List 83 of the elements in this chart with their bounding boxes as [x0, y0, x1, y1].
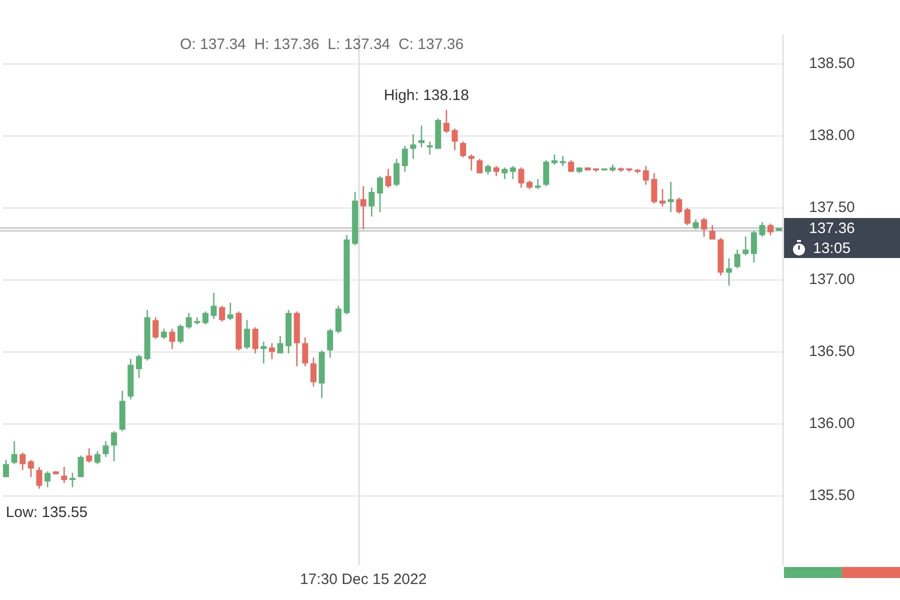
- candlestick: [651, 172, 658, 204]
- candlestick: [385, 168, 392, 188]
- y-tick-label: 138.50: [809, 54, 855, 72]
- candlestick: [502, 166, 508, 180]
- y-tick-label: 137.50: [809, 198, 855, 216]
- ref-line-label: 137.36: [809, 220, 855, 238]
- y-tick-label: 136.50: [809, 342, 855, 360]
- candlestick: [742, 236, 749, 256]
- candlestick: [376, 175, 383, 213]
- candlestick: [750, 230, 757, 264]
- candlestick: [468, 154, 474, 172]
- candlestick: [327, 328, 334, 358]
- candlestick: [360, 186, 366, 230]
- candlestick: [268, 342, 275, 360]
- candlestick: [418, 125, 424, 148]
- candlestick: [709, 224, 716, 240]
- candlestick: [701, 217, 708, 238]
- candlestick: [726, 258, 732, 286]
- candlestick: [78, 454, 84, 478]
- candlestick: [111, 430, 118, 462]
- candlestick: [534, 178, 541, 190]
- candlestick: [460, 140, 466, 158]
- annotation: O: 137.34 H: 137.36 L: 137.34 C: 137.36: [180, 36, 464, 54]
- candlestick: [61, 466, 68, 484]
- text: 13:05: [813, 240, 851, 258]
- candlestick: [102, 440, 109, 458]
- candlestick: [493, 165, 500, 177]
- candlestick: [560, 155, 566, 167]
- candlestick: [668, 181, 674, 213]
- candlestick: [260, 341, 267, 364]
- candlestick: [443, 109, 450, 134]
- candlestick: [676, 197, 682, 214]
- candlestick: [518, 166, 524, 188]
- candlestick: [277, 335, 284, 354]
- candlestick: [684, 207, 690, 226]
- candlestick: [210, 292, 217, 320]
- annotation: High: 138.18: [384, 87, 469, 104]
- candlestick: [768, 223, 774, 236]
- candlestick: [660, 188, 666, 208]
- candlestick: [543, 160, 550, 187]
- candlestick: [335, 305, 342, 334]
- candlestick: [368, 187, 375, 218]
- candlestick: [227, 302, 234, 321]
- y-tick-label: 136.00: [809, 415, 855, 432]
- candlestick: [11, 440, 18, 465]
- candlestick: [692, 218, 699, 230]
- candlestick: [178, 324, 184, 344]
- candlestick: [485, 164, 491, 176]
- candlestick: [759, 222, 766, 238]
- candlestick: [568, 160, 574, 172]
- candlestick: [402, 145, 408, 172]
- candlestick: [160, 328, 167, 340]
- candlestick: [3, 459, 9, 478]
- candlestick: [219, 305, 226, 322]
- candlestick: [20, 452, 26, 471]
- y-tick-label: 138.00: [809, 126, 855, 144]
- candlestick: [136, 354, 142, 378]
- candlestick: [426, 140, 433, 156]
- candlestick: [394, 158, 400, 187]
- y-tick-label: 135.50: [809, 487, 855, 504]
- candlestick: [510, 165, 516, 180]
- candlestick: [310, 356, 316, 388]
- candlestick: [734, 248, 740, 269]
- candlestick: [28, 459, 34, 478]
- candlestick: [169, 328, 176, 350]
- candlestick: [69, 472, 76, 488]
- candlestick: [642, 165, 649, 186]
- candlestick: [44, 470, 51, 488]
- candlestick: [476, 158, 483, 174]
- candlestick: [452, 128, 458, 151]
- candlestick: [410, 134, 416, 160]
- candlestick: [36, 466, 42, 490]
- y-tick-label: 137.00: [809, 270, 855, 288]
- annotation: Low: 135.55: [6, 504, 88, 521]
- candlestick: [252, 326, 258, 354]
- candlestick: [86, 448, 92, 464]
- candlestick: [152, 316, 159, 340]
- candlestick: [186, 312, 192, 330]
- candlestick: [94, 450, 100, 465]
- candlestick: [202, 310, 208, 326]
- x-tick-label: 17:30 Dec 15 2022: [300, 571, 427, 588]
- candlestick: [244, 320, 250, 350]
- candlestick: [302, 336, 308, 367]
